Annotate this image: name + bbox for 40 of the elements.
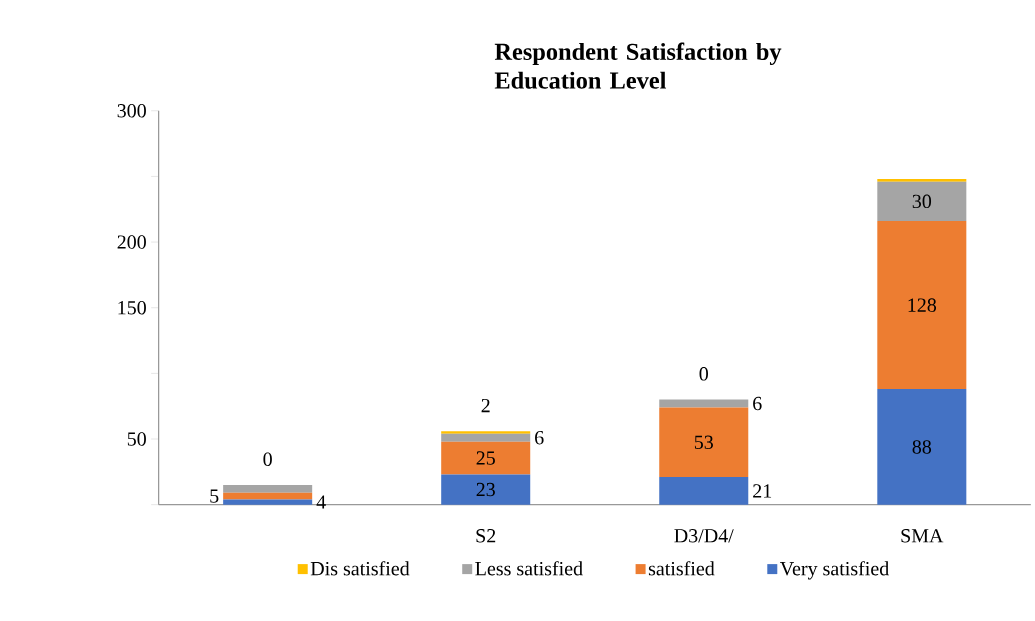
- data-label: 0: [263, 452, 272, 467]
- legend-label: Dis satisfied: [310, 561, 410, 576]
- data-label: 4: [316, 495, 326, 509]
- bar: [659, 407, 749, 478]
- data-label: 53: [694, 435, 713, 450]
- bar: [877, 221, 967, 390]
- bar: [441, 441, 531, 475]
- bar: [223, 485, 313, 493]
- bar: [223, 499, 313, 505]
- bar: [223, 492, 313, 500]
- y-tick-label: 150: [118, 301, 146, 315]
- data-label: 0: [699, 367, 708, 381]
- data-label: 2: [481, 398, 490, 413]
- y-tick-label: 300: [117, 104, 146, 118]
- data-label: 5: [210, 489, 219, 503]
- bar: [659, 399, 749, 408]
- data-label: 88: [912, 440, 932, 454]
- x-tick-label: S2: [476, 529, 496, 543]
- x-tick-label: D3/D4/: [674, 529, 734, 543]
- bar: [441, 474, 531, 505]
- bar: [441, 431, 531, 434]
- data-label: 21: [753, 484, 772, 498]
- data-label: 6: [753, 396, 762, 411]
- bar: [441, 433, 531, 442]
- data-label: 128: [908, 298, 937, 312]
- data-label: 25: [476, 451, 495, 465]
- chart-title: Respondent Satisfaction by Education Level: [494, 42, 782, 89]
- y-tick-label: 50: [127, 432, 146, 446]
- legend-label: Very satisfied: [780, 561, 890, 580]
- bar: [659, 477, 749, 505]
- data-label: 30: [912, 194, 932, 209]
- y-tick-label: 200: [117, 235, 146, 249]
- legend-label: Less satisfied: [475, 561, 583, 576]
- data-label: 23: [476, 482, 495, 497]
- bar: [877, 389, 967, 505]
- bar: [877, 179, 967, 182]
- x-tick-label: SMA: [901, 529, 944, 543]
- data-label: 6: [535, 431, 544, 445]
- bar: [877, 181, 967, 222]
- legend-label: satisfied: [648, 561, 715, 576]
